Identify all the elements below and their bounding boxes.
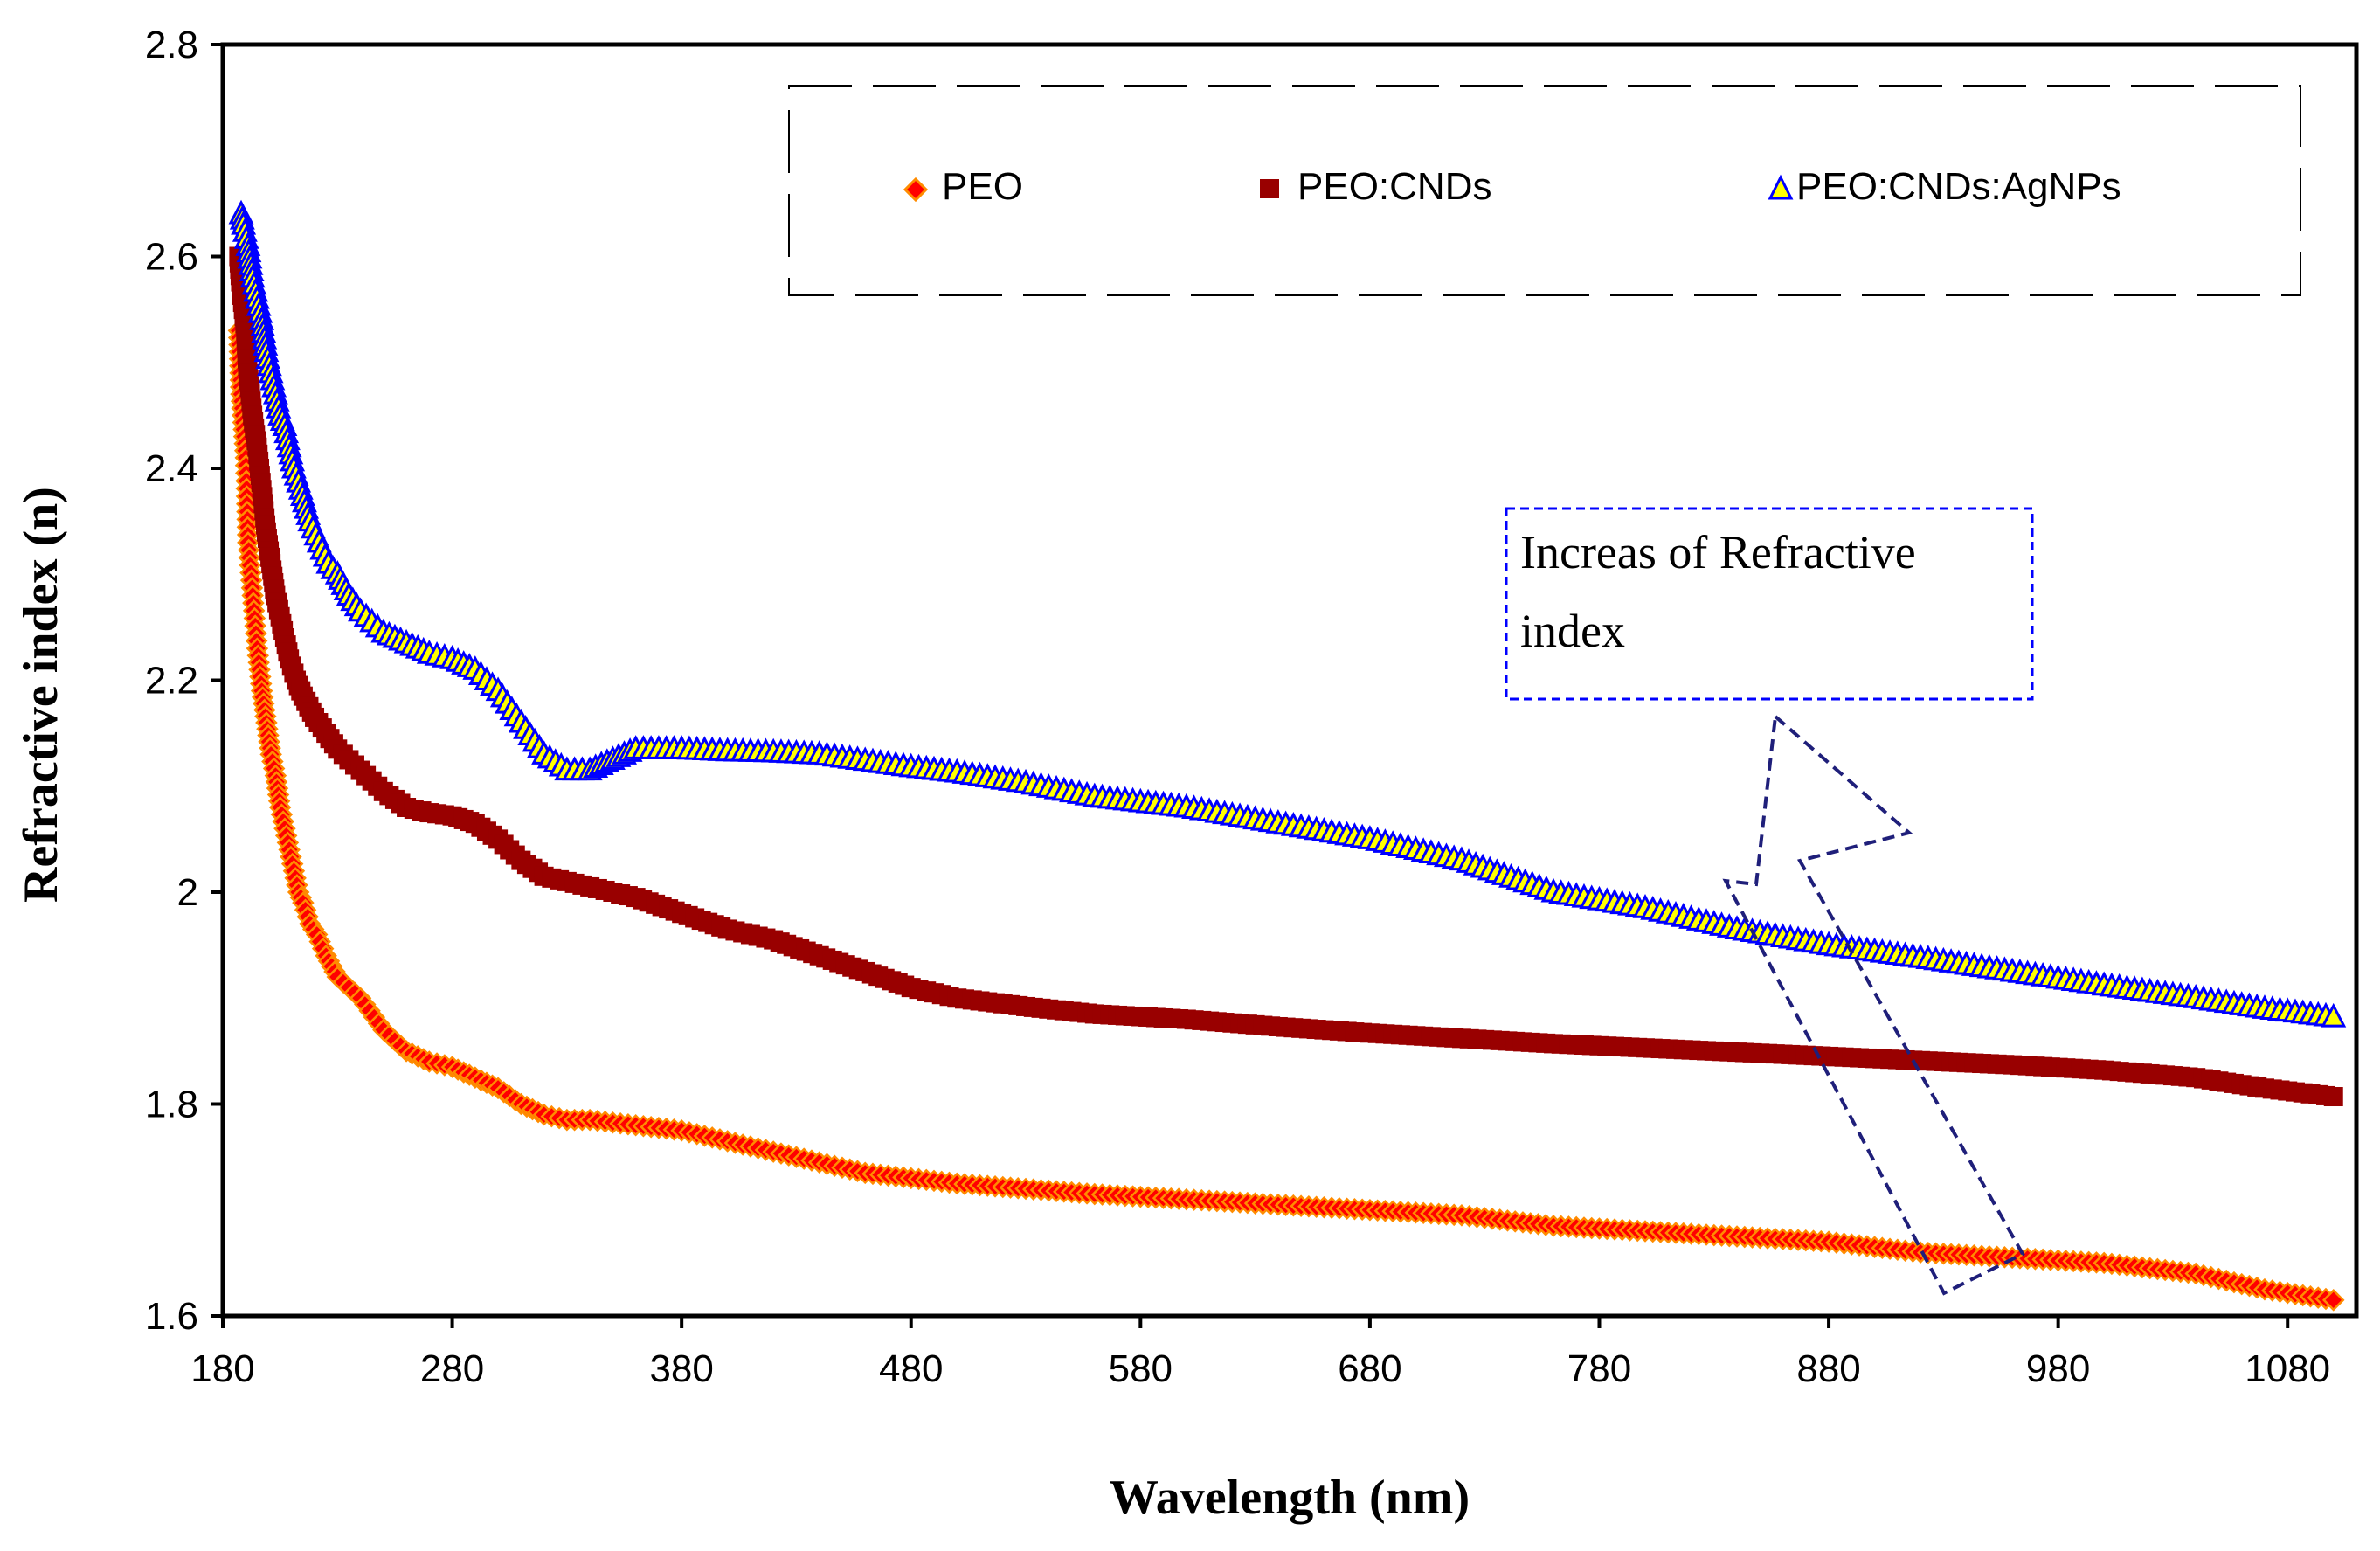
legend-marker-peo-cnds-agnps: [1768, 174, 1794, 200]
x-axis: 180 280 380 480 580 680 780 880 980 1080: [190, 1316, 2330, 1390]
increase-arrow: [1722, 712, 2025, 1296]
x-tick-label: 1080: [2245, 1347, 2330, 1390]
legend-label-peo: PEO: [942, 165, 1023, 208]
legend-box: [788, 85, 2301, 296]
series-peo: [227, 319, 2345, 1312]
x-tick-label: 380: [649, 1347, 713, 1390]
data-point-peo-cnds: [2323, 1087, 2343, 1107]
y-tick-label: 2.8: [145, 24, 198, 66]
x-tick-label: 980: [2026, 1347, 2090, 1390]
annotation-text-line2: index: [1520, 605, 1625, 657]
data-point-peo: [2321, 1289, 2345, 1312]
y-axis-title: Refractive index (n): [14, 487, 68, 903]
legend-label-peo-cnds-agnps: PEO:CNDs:AgNPs: [1796, 165, 2121, 208]
data-point-peo-cnds-agnps: [2321, 1002, 2347, 1028]
y-tick-label: 2: [177, 871, 198, 914]
y-tick-label: 2.4: [145, 447, 198, 490]
x-tick-label: 280: [420, 1347, 484, 1390]
series-layer: [227, 199, 2347, 1312]
y-axis: 1.6 1.8 2 2.2 2.4 2.6 2.8: [145, 24, 223, 1338]
x-tick-label: 480: [879, 1347, 943, 1390]
x-tick-label: 780: [1567, 1347, 1631, 1390]
y-tick-label: 2.2: [145, 660, 198, 703]
legend: PEO PEO:CNDs PEO:CNDs:AgNPs: [788, 85, 2301, 296]
series-peo-cnds-agnps: [228, 199, 2347, 1028]
legend-marker-peo: [903, 177, 929, 203]
x-axis-title: Wavelength (nm): [1110, 1471, 1470, 1525]
annotation-text-line1: Increas of Refractive: [1520, 526, 1916, 578]
y-tick-label: 2.6: [145, 236, 198, 279]
annotation: Increas of Refractive index: [1505, 507, 2034, 1296]
annotation-box: [1505, 507, 2034, 701]
x-tick-label: 680: [1338, 1347, 1401, 1390]
legend-marker-peo-cnds: [1260, 179, 1279, 198]
x-tick-label: 180: [190, 1347, 254, 1390]
x-tick-label: 880: [1796, 1347, 1860, 1390]
series-peo-cnds: [229, 246, 2343, 1107]
y-tick-label: 1.8: [145, 1084, 198, 1126]
y-tick-label: 1.6: [145, 1295, 198, 1338]
legend-label-peo-cnds: PEO:CNDs: [1297, 165, 1491, 208]
x-tick-label: 580: [1109, 1347, 1173, 1390]
